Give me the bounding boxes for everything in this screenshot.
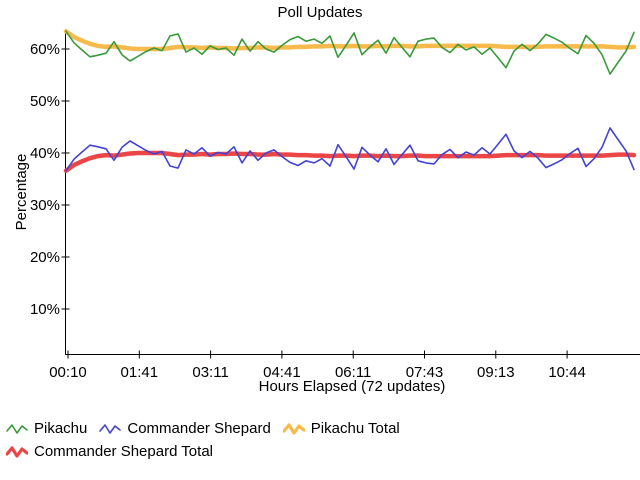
legend-item-pikachu-total: Pikachu Total (282, 417, 400, 440)
legend-line-swatch-commander-shepard-total (6, 445, 28, 458)
y-axis-title: Percentage (13, 154, 30, 231)
y-tick-label: 30% (30, 197, 60, 214)
x-axis-ticks: 00:10 01:41 03:11 04:41 06:11 07:43 09:13 10:44 (49, 350, 586, 381)
series-lines (63, 29, 637, 173)
chart-title: Poll Updates (277, 4, 362, 21)
legend-label-pikachu: Pikachu (34, 420, 88, 437)
line-commander-shepard-total (63, 150, 637, 173)
legend-item-pikachu: Pikachu (6, 417, 87, 440)
x-tick-label: 09:13 (477, 364, 515, 381)
y-tick-label: 10% (30, 301, 60, 318)
x-tick-label: 07:43 (406, 364, 444, 381)
axes-frame (65, 30, 640, 355)
poll-updates-chart: Poll Updates Percentage Hours Elapsed (7… (13, 4, 640, 395)
y-axis-ticks: 60% 50% 40% 30% 20% 10% (30, 41, 70, 318)
legend-swatch-path (6, 445, 28, 458)
x-tick-label: 01:41 (121, 364, 159, 381)
x-tick-label: 10:44 (548, 364, 586, 381)
y-tick-label: 50% (30, 93, 60, 110)
x-tick-label: 03:11 (192, 364, 228, 381)
legend-swatch-path (282, 422, 305, 435)
line-commander-shepard (65, 127, 635, 172)
legend-label-pikachu-total: Pikachu Total (310, 420, 400, 437)
line-pikachu (65, 30, 635, 75)
x-tick-label: 04:41 (263, 364, 301, 381)
legend-line-swatch-pikachu (6, 423, 28, 434)
legend-line-swatch-pikachu-total (282, 422, 305, 435)
x-axis-title: Hours Elapsed (72 updates) (259, 378, 446, 395)
y-tick-label: 40% (30, 145, 60, 162)
legend-item-commander-shepard: Commander Shepard (99, 417, 271, 440)
x-tick-label: 06:11 (335, 364, 371, 381)
line-pikachu-total (63, 29, 637, 52)
legend-label-commander-shepard: Commander Shepard (127, 420, 271, 437)
y-tick-label: 60% (30, 41, 60, 58)
x-tick-label: 00:10 (49, 364, 87, 381)
legend-swatch-path (99, 423, 122, 434)
chart-legend: Pikachu Commander Shepard Pikachu Total Com… (6, 417, 436, 463)
legend-item-commander-shepard-total: Commander Shepard Total (6, 440, 213, 463)
legend-line-swatch-commander-shepard (99, 423, 122, 434)
legend-swatch-path (6, 423, 28, 434)
y-tick-label: 20% (30, 249, 60, 266)
legend-label-commander-shepard-total: Commander Shepard Total (34, 443, 213, 460)
